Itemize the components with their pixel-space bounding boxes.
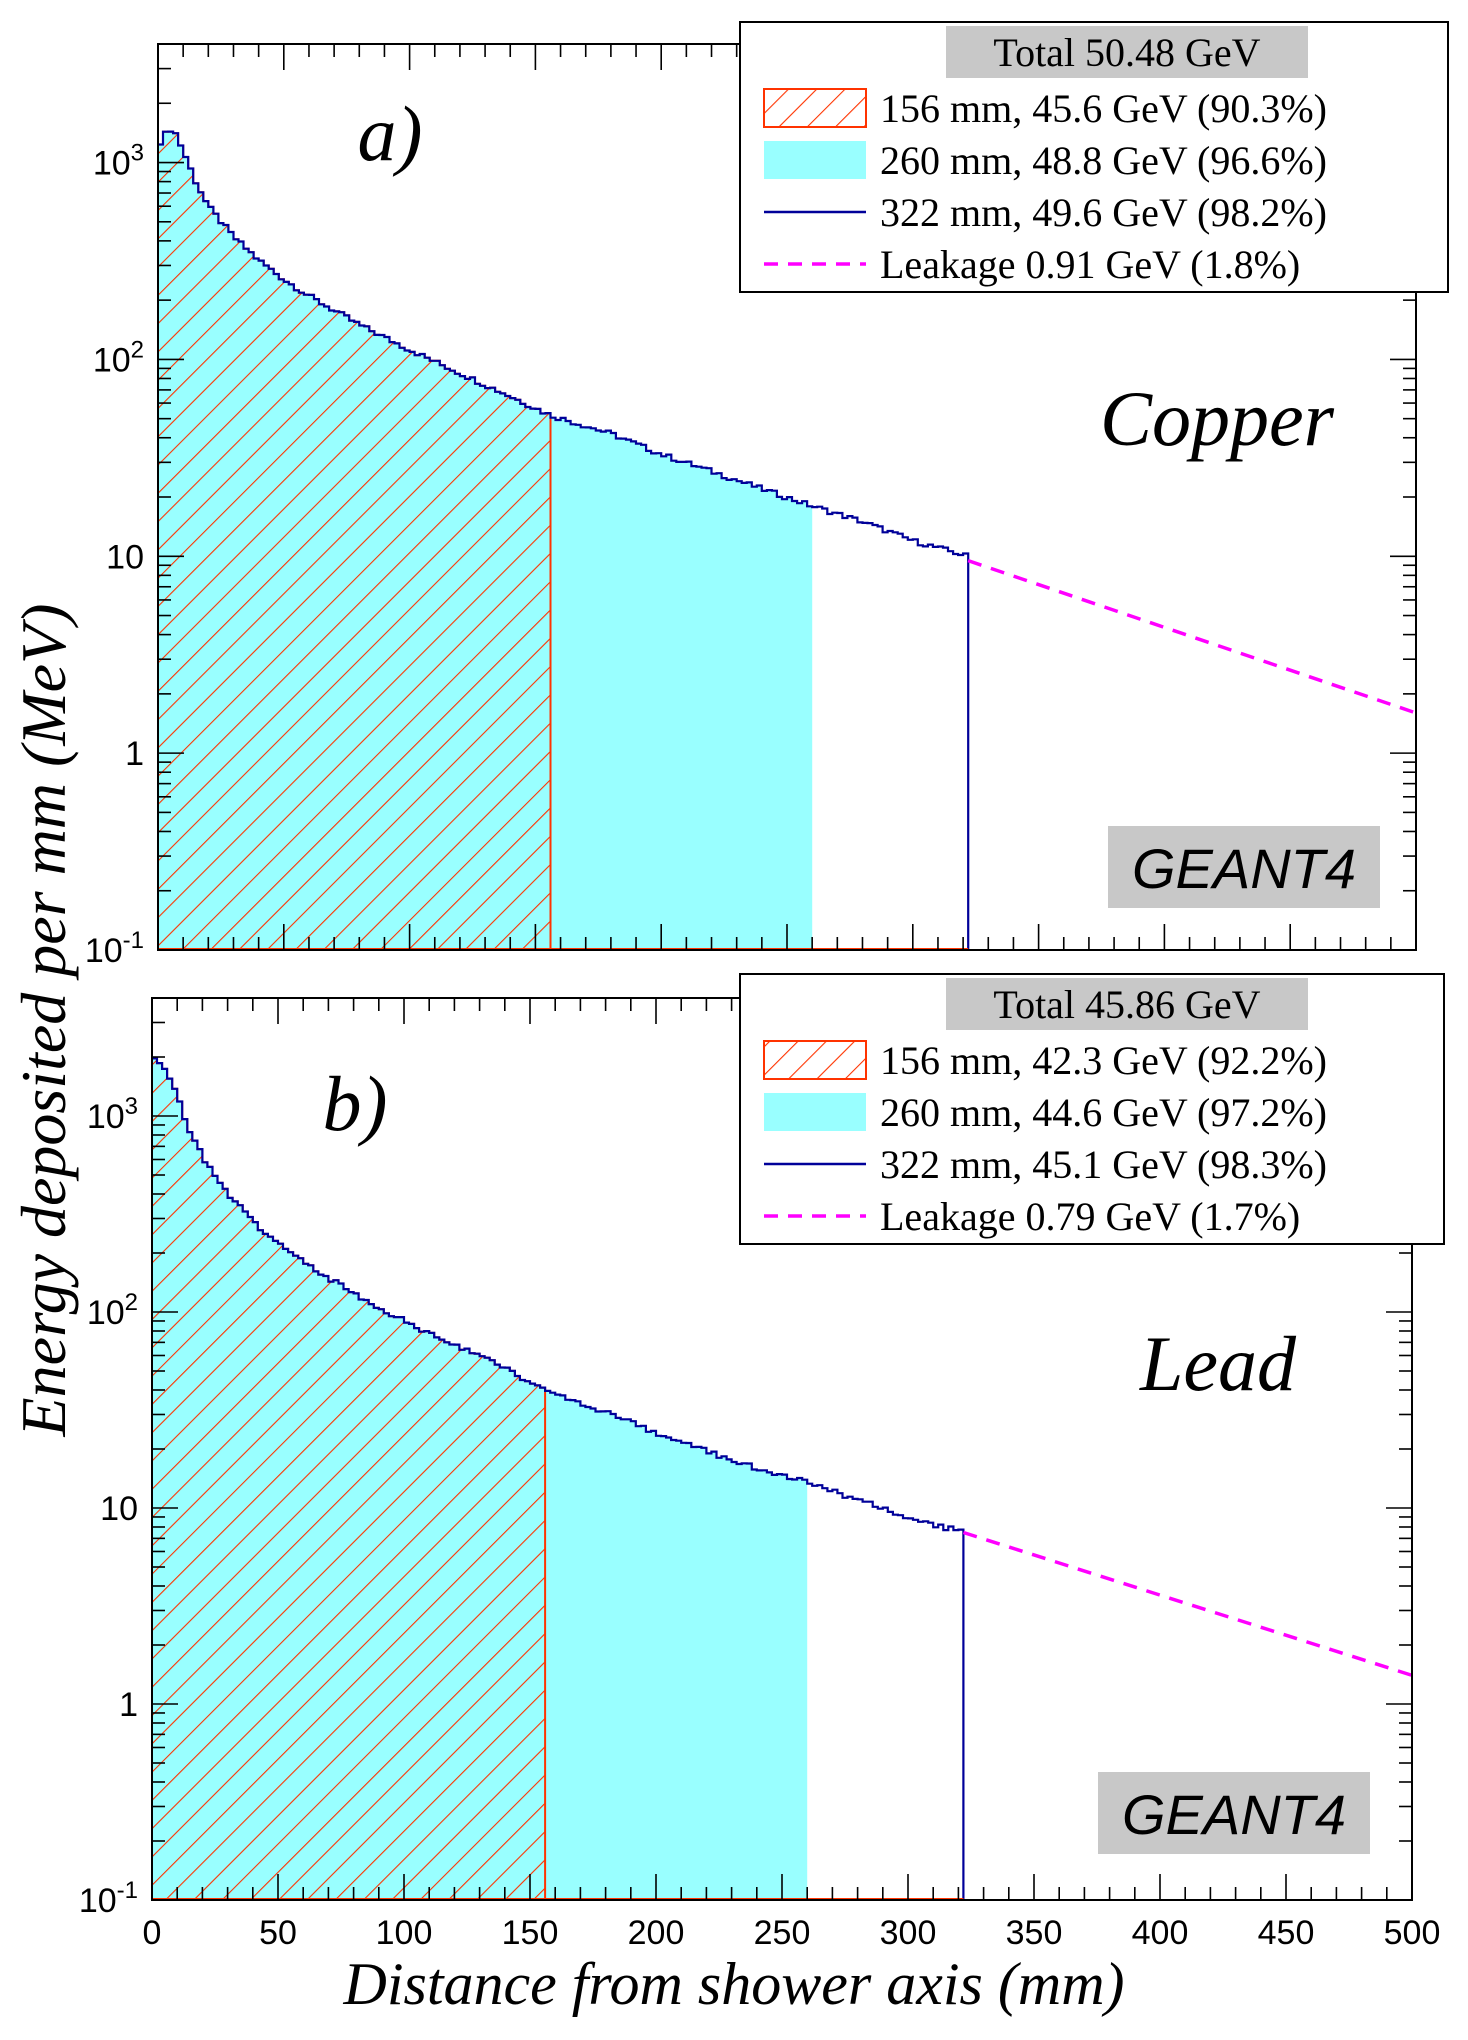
- x-tick-label: 500: [1384, 1914, 1441, 1952]
- y-tick-label: 103: [93, 140, 144, 183]
- y-axis-title-container: Energy deposited per mm (MeV): [0, 0, 80, 2040]
- material-label: Lead: [1139, 1320, 1297, 1407]
- legend-title: Total 50.48 GeV: [993, 30, 1260, 75]
- series-hatched-156mm: [151, 1057, 547, 1901]
- y-tick-label: 1: [119, 1686, 138, 1724]
- x-tick-label: 250: [754, 1914, 811, 1952]
- legend-swatch-filled: [764, 141, 866, 179]
- y-tick-label: 103: [87, 1093, 138, 1136]
- panel-label: b): [323, 1060, 388, 1147]
- y-tick-label: 10: [100, 1490, 138, 1528]
- y-tick-label: 1: [125, 735, 144, 773]
- legend-title-bg: [946, 978, 1308, 1030]
- series-leakage: [967, 558, 1417, 715]
- legend-title: Total 45.86 GeV: [993, 982, 1260, 1027]
- legend-swatch-hatched: [763, 1040, 867, 1080]
- series-line-322mm: [152, 1057, 965, 1900]
- y-tick-label: 10-1: [85, 927, 144, 970]
- watermark-text: GEANT4: [1132, 837, 1356, 900]
- series-line-322mm: [158, 130, 970, 950]
- legend-entry-label: Leakage 0.79 GeV (1.7%): [880, 1194, 1300, 1239]
- x-tick-label: 150: [502, 1914, 559, 1952]
- x-tick-label: 0: [143, 1914, 162, 1952]
- legend-entry-label: 260 mm, 48.8 GeV (96.6%): [880, 138, 1327, 183]
- x-tick-label: 200: [628, 1914, 685, 1952]
- x-axis-title: Distance from shower axis (mm): [343, 1951, 1125, 2017]
- y-axis-title: Energy deposited per mm (MeV): [8, 603, 79, 1437]
- legend-entry-label: 260 mm, 44.6 GeV (97.2%): [880, 1090, 1327, 1135]
- panel-label: a): [358, 90, 423, 177]
- series-hatched-156mm: [157, 130, 552, 951]
- y-tick-label: 102: [93, 336, 144, 379]
- y-tick-label: 10: [106, 538, 144, 576]
- legend-entry-label: 322 mm, 49.6 GeV (98.2%): [880, 190, 1327, 235]
- panel-b: 10-1 1 10 102 103 0 50 100 150 200 250 300 350 400 450…: [79, 973, 1445, 1952]
- watermark-box: [1098, 1772, 1370, 1854]
- x-tick-label: 450: [1258, 1914, 1315, 1952]
- y-tick-label: 10-1: [79, 1877, 138, 1920]
- material-label: Copper: [1100, 375, 1335, 462]
- x-tick-label: 100: [376, 1914, 433, 1952]
- watermark-box: [1108, 826, 1380, 908]
- x-tick-label: 400: [1132, 1914, 1189, 1952]
- panel-a: 10-1 1 10 102 103 a) Copper GEANT4 Total 50.48 G…: [85, 21, 1449, 970]
- x-tick-label: 350: [1006, 1914, 1063, 1952]
- legend-entry-label: Leakage 0.91 GeV (1.8%): [880, 242, 1300, 287]
- series-leakage: [962, 1530, 1413, 1678]
- legend-swatch-hatched: [763, 88, 867, 128]
- legend: Total 50.48 GeV 156 mm, 45.6 GeV (90.3%) 2…: [739, 21, 1449, 293]
- y-tick-label: 102: [87, 1289, 138, 1332]
- x-tick-label: 50: [259, 1914, 297, 1952]
- legend-entry-label: 156 mm, 45.6 GeV (90.3%): [880, 86, 1327, 131]
- legend: Total 45.86 GeV 156 mm, 42.3 GeV (92.2%) 2…: [739, 973, 1445, 1245]
- legend-entry-label: 156 mm, 42.3 GeV (92.2%): [880, 1038, 1327, 1083]
- legend-swatch-filled: [764, 1093, 866, 1131]
- x-tick-label: 300: [880, 1914, 937, 1952]
- legend-title-bg: [946, 26, 1308, 78]
- watermark-text: GEANT4: [1122, 1783, 1346, 1846]
- legend-entry-label: 322 mm, 45.1 GeV (98.3%): [880, 1142, 1327, 1187]
